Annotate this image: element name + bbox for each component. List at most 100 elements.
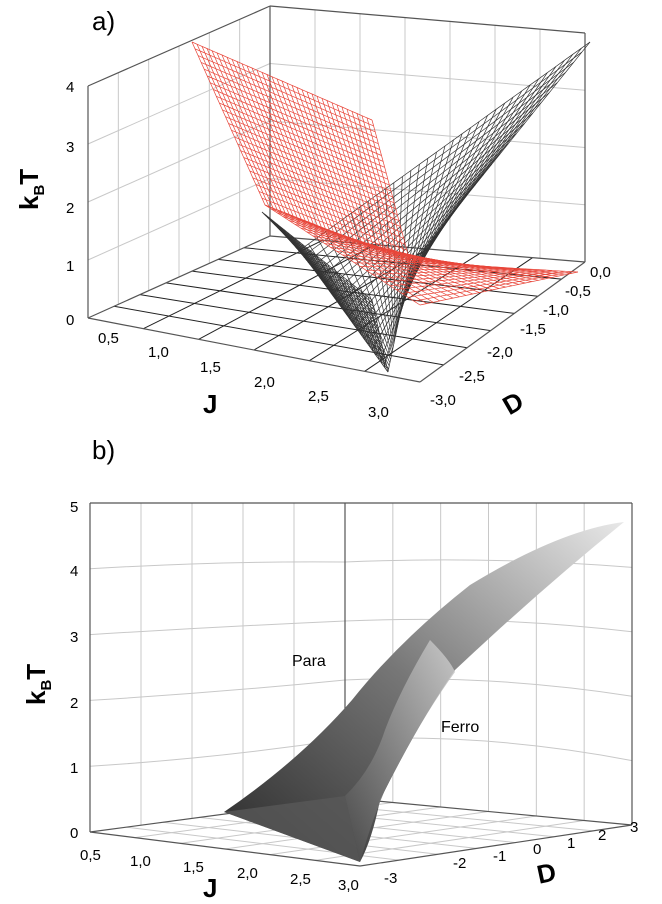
panel-a-frame [87, 5, 586, 383]
red-mesh-back-line [197, 55, 376, 133]
panel-b-d-title: D [534, 857, 559, 890]
red-mesh-front-line [366, 268, 520, 271]
j-tick: 3,0 [368, 404, 389, 421]
d-tick: 3 [630, 819, 638, 836]
panel-a-d-title: D [497, 385, 528, 420]
dark-mesh-upper-line [350, 213, 393, 354]
floor-grid-line [198, 244, 376, 340]
panel-a-z-ticks: 0 1 2 3 4 [66, 79, 74, 329]
j-tick: 1,0 [130, 853, 151, 870]
z-tick: 3 [66, 139, 74, 156]
d-tick: -2 [453, 855, 466, 872]
red-mesh-front-line [360, 266, 514, 269]
j-tick: 0,5 [80, 847, 101, 864]
panel-a-surfaces [191, 41, 591, 373]
red-mesh-back-line [213, 89, 384, 162]
panel-a-z-title: kBT [14, 169, 48, 210]
d-tick: 0 [533, 841, 541, 858]
j-tick: 2,5 [308, 388, 329, 405]
dark-mesh-upper-line [316, 237, 390, 366]
phase-boundary-fold [345, 640, 455, 862]
floor-grid-line [139, 294, 468, 349]
d-tick: -1 [493, 848, 506, 865]
red-mesh-back-line [234, 136, 395, 204]
red-mesh-front-line [372, 268, 527, 275]
red-mesh-front-line [354, 262, 507, 269]
dark-mesh-upper-line [407, 66, 557, 279]
panel-a-label: a) [92, 6, 115, 36]
red-mesh-front-line [342, 254, 495, 268]
grid-line [269, 63, 586, 91]
dark-mesh-upper-line [325, 231, 391, 363]
panel-b-z-ticks: 0 1 2 3 4 5 [70, 499, 78, 842]
red-mesh-back-line [191, 41, 373, 121]
floor-grid-line [165, 282, 491, 332]
red-mesh-front-line [390, 269, 546, 287]
dark-mesh-upper-line [308, 243, 389, 370]
red-mesh-front-line [413, 271, 572, 302]
red-mesh-back-line [210, 82, 382, 156]
dark-mesh-upper-line [408, 53, 574, 273]
red-mesh-back-line [231, 129, 393, 198]
red-mesh-front-line [348, 258, 501, 268]
red-mesh-front-line [378, 268, 533, 279]
z-tick: 1 [66, 258, 74, 275]
region-label-para: Para [292, 653, 326, 670]
dark-mesh-upper-line [406, 72, 548, 282]
floor-grid-line [269, 815, 537, 856]
red-mesh-back-line [200, 62, 377, 139]
red-mesh-back-line [222, 109, 388, 180]
floor-grid-line [143, 239, 323, 330]
red-mesh-front-line [384, 269, 540, 283]
red-mesh-back-line [240, 150, 398, 216]
dark-mesh-upper-line [407, 60, 565, 276]
red-mesh-back-line [243, 157, 400, 221]
dark-mesh-upper-line [393, 182, 396, 338]
red-mesh-front-line [419, 271, 579, 306]
z-tick: 4 [70, 563, 78, 580]
panel-b-d-ticks: -3 -2 -1 0 1 2 3 [384, 819, 638, 887]
d-tick: 1 [567, 835, 575, 852]
z-tick: 0 [70, 825, 78, 842]
red-mesh-back-line [219, 102, 387, 174]
red-mesh-front-line [402, 270, 559, 294]
d-tick: -2,5 [459, 368, 485, 385]
grid-line [89, 561, 346, 570]
panel-a-j-ticks: 0,5 1,0 1,5 2,0 2,5 3,0 [98, 330, 389, 421]
panel-b-z-title: kBT [21, 664, 55, 705]
panel-b-label: b) [92, 435, 115, 465]
j-tick: 3,0 [338, 877, 359, 894]
z-tick: 1 [70, 760, 78, 777]
z-title-tail: T [14, 169, 44, 185]
d-tick: -1,0 [543, 302, 569, 319]
z-tick: 5 [70, 499, 78, 516]
red-mesh-front [264, 204, 579, 306]
dark-mesh-upper-line [405, 78, 540, 285]
j-tick: 1,0 [148, 344, 169, 361]
red-mesh-back-line [261, 197, 409, 257]
panel-a-j-title: J [203, 389, 217, 419]
j-tick: 1,5 [183, 859, 204, 876]
red-mesh-front-line [396, 270, 553, 290]
j-tick: 2,0 [254, 374, 275, 391]
red-mesh-back-line [207, 75, 381, 150]
red-mesh-back-line [228, 123, 392, 192]
panel-b-surfaces [224, 522, 624, 862]
red-mesh-back [191, 41, 411, 263]
dark-mesh-upper-line [397, 158, 429, 326]
dark-mesh-upper-line [396, 164, 420, 329]
grid-line [87, 178, 271, 261]
dark-mesh-upper-line [333, 225, 391, 360]
dark-mesh-upper-line [342, 219, 392, 357]
dark-mesh-upper-line [409, 41, 591, 267]
d-tick: -3,0 [430, 392, 456, 409]
z-title-sub: B [38, 680, 55, 691]
d-tick: 0,0 [590, 264, 611, 281]
red-mesh-back-line [255, 184, 406, 245]
red-mesh-front-line [336, 250, 488, 267]
z-title-main: k [21, 690, 51, 705]
red-mesh-back-line [246, 163, 401, 227]
d-tick: -2,0 [487, 344, 513, 361]
red-mesh-back-line [216, 95, 385, 168]
j-tick: 1,5 [200, 359, 221, 376]
